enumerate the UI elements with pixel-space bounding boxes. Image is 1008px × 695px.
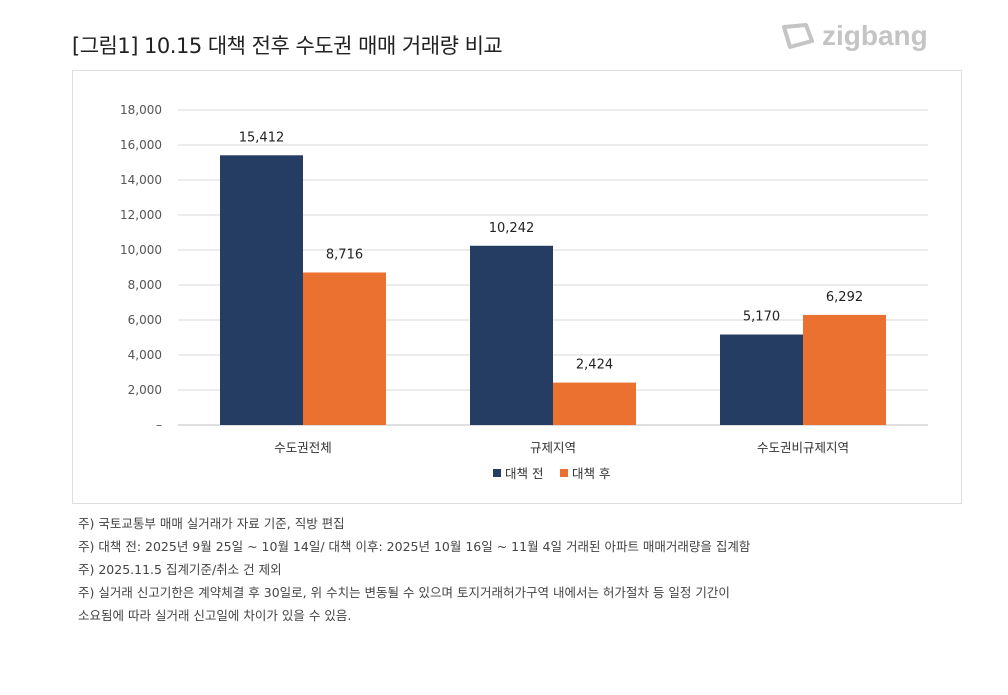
legend-swatch: [493, 469, 501, 477]
logo-icon: [782, 23, 814, 49]
chart-frame: [72, 70, 962, 504]
bar: [553, 382, 636, 425]
data-label: 15,412: [239, 130, 285, 145]
x-tick-label: 수도권비규제지역: [757, 440, 849, 455]
footnote: 주) 2025.11.5 집계기준/취소 건 제외: [78, 562, 282, 577]
data-label: 2,424: [576, 358, 613, 373]
y-tick-label: 2,000: [128, 383, 162, 397]
legend-label: 대책 전: [505, 466, 543, 481]
legend-swatch: [560, 469, 568, 477]
footnote: 주) 대책 전: 2025년 9월 25일 ~ 10월 14일/ 대책 이후: …: [78, 539, 751, 554]
y-tick-label: –: [156, 418, 162, 432]
bar: [720, 334, 803, 425]
y-tick-label: 6,000: [128, 313, 162, 327]
y-tick-label: 8,000: [128, 278, 162, 292]
y-tick-label: 4,000: [128, 348, 162, 362]
x-tick-label: 규제지역: [530, 440, 576, 455]
x-tick-label: 수도권전체: [274, 440, 332, 455]
y-tick-label: 16,000: [120, 138, 162, 152]
bar: [803, 314, 886, 425]
y-tick-label: 18,000: [120, 103, 162, 117]
y-tick-label: 10,000: [120, 243, 162, 257]
bar: [220, 155, 303, 426]
legend-label: 대책 후: [572, 466, 610, 481]
footnote: 소요됨에 따라 실거래 신고일에 차이가 있을 수 있음.: [78, 608, 352, 623]
footnotes: 주) 국토교통부 매매 실거래가 자료 기준, 직방 편집 주) 대책 전: 2…: [78, 512, 750, 627]
data-label: 6,292: [826, 290, 863, 305]
zigbang-logo: zigbang: [776, 20, 928, 52]
data-label: 5,170: [743, 310, 780, 325]
data-label: 8,716: [326, 247, 363, 262]
y-tick-label: 12,000: [120, 208, 162, 222]
footnote: 주) 국토교통부 매매 실거래가 자료 기준, 직방 편집: [78, 516, 345, 531]
footnote: 주) 실거래 신고기한은 계약체결 후 30일로, 위 수치는 변동될 수 있으…: [78, 585, 730, 600]
figure-title: [그림1] 10.15 대책 전후 수도권 매매 거래량 비교: [72, 34, 503, 58]
logo-text: zigbang: [822, 20, 928, 51]
bar: [470, 245, 553, 425]
data-label: 10,242: [489, 221, 535, 236]
bar: [303, 272, 386, 425]
y-tick-label: 14,000: [120, 173, 162, 187]
